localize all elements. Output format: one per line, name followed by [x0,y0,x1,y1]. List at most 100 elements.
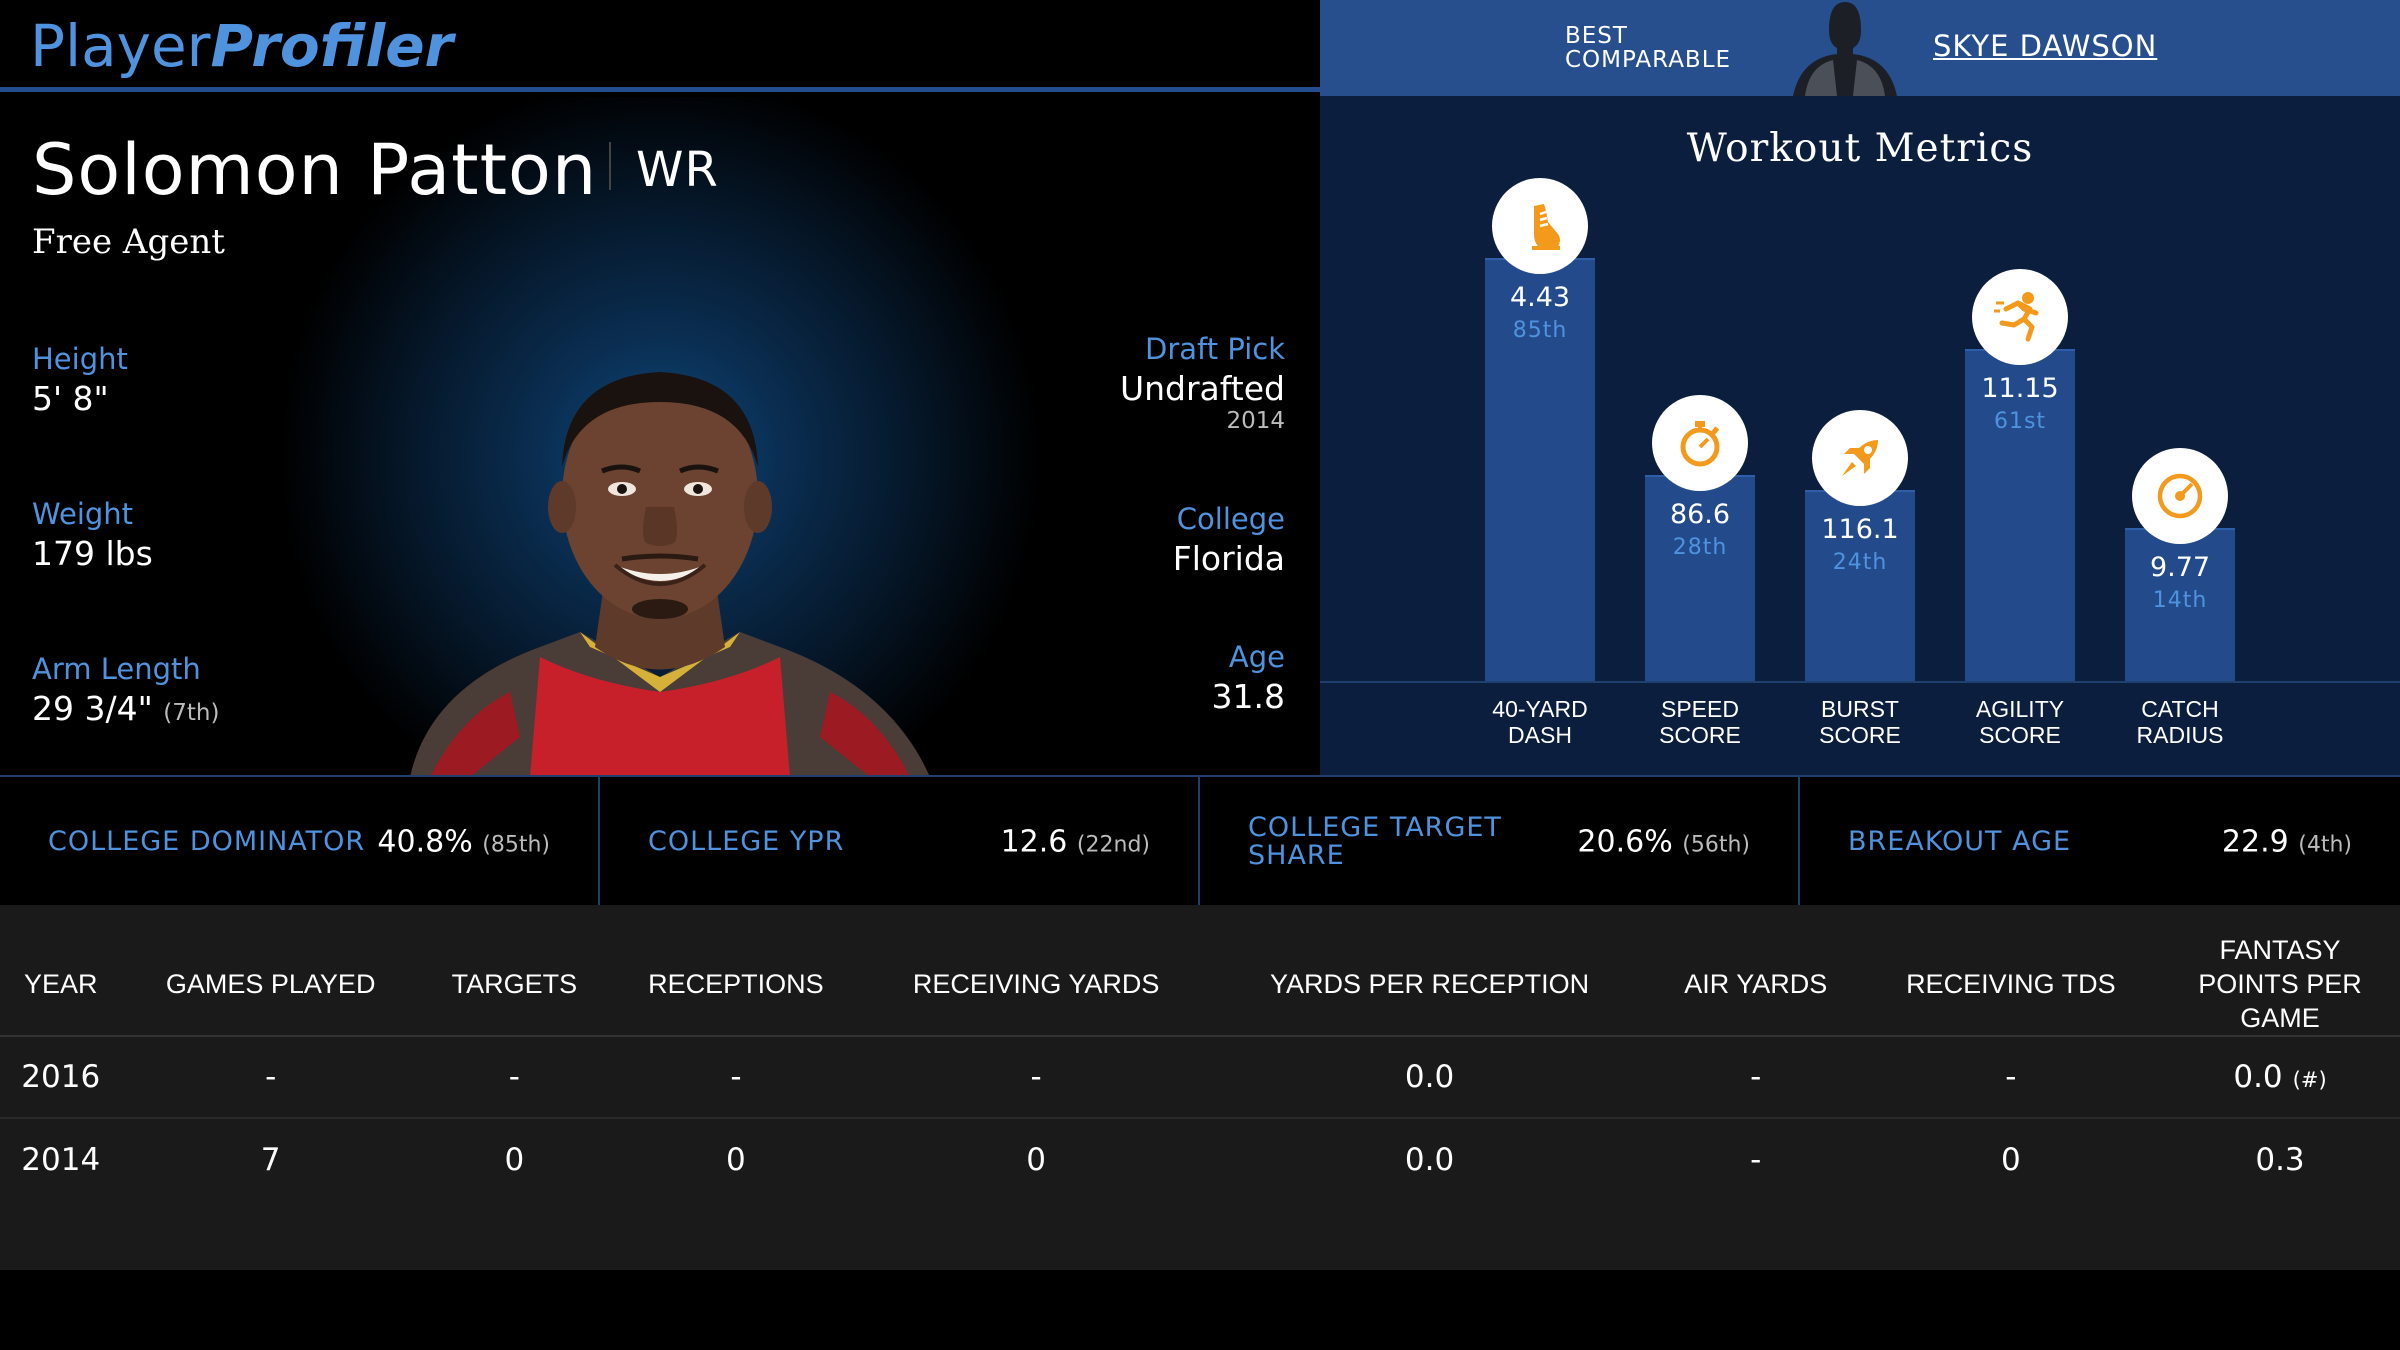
college-target-share-value: 20.6% [1577,824,1673,860]
cell-fantasy-points: 0.0 (#) [2160,1036,2400,1119]
comparable-player-silhouette-icon [1793,2,1897,96]
logo-text-profiler: Profiler [210,12,454,80]
col-header-games-played[interactable]: Games Played [121,933,420,1037]
bar-value-agility-score: 11.15 [1981,373,2059,405]
bar-label-burst-score: BURST SCORE [1819,696,1901,748]
college-ypr-label: COLLEGE YPR [648,826,845,857]
breakout-age-rank: (4th) [2298,832,2352,858]
college-target-share-label: COLLEGE TARGET SHARE [1248,812,1502,871]
best-comparable-link[interactable]: SKYE DAWSON [1933,29,2158,63]
arm-length-label: Arm Length [32,652,201,686]
workout-metrics-title: Workout Metrics [1686,126,2034,171]
draft-pick-label: Draft Pick [1145,332,1285,366]
table-header-row: Year Games Played Targets Receptions Rec… [0,933,2400,1037]
college-target-share-metric: COLLEGE TARGET SHARE 20.6% (56th) [1200,777,1800,907]
bar-speed-score [1645,474,1755,681]
age-label: Age [1228,640,1285,674]
college-target-share-rank: (56th) [1682,832,1750,858]
rocket-icon [1812,409,1908,506]
cell-fantasy-points: 0.3 [2255,1141,2305,1178]
col-header-receiving-yards[interactable]: Receiving Yards [862,933,1210,1037]
cell-yards-per-reception: 0.0 [1404,1141,1455,1178]
bar-label-agility-score: AGILITY SCORE [1975,696,2065,748]
weight-label: Weight [32,497,134,531]
player-team: Free Agent [32,222,225,262]
bar-agility-score [1965,349,2075,681]
cell-year: 2014 [21,1141,101,1178]
weight-stat: Weight 179 lbs [32,497,153,573]
bar-percentile-speed-score: 28th [1672,534,1728,560]
weight-value: 179 lbs [32,534,153,573]
college-ypr-metric: COLLEGE YPR 12.6 (22nd) [600,777,1200,907]
col-header-fantasy-points[interactable]: Fantasy Points Per Game [2160,933,2400,1037]
breakout-age-label: BREAKOUT AGE [1848,826,2072,857]
college-value: Florida [1172,539,1285,578]
cell-receiving-tds: 0 [2000,1141,2021,1178]
table-row: 2014 7 0 0 0 0.0 - 0 0.3 [0,1118,2400,1200]
bar-value-catch-radius: 9.77 [2149,551,2211,583]
draft-pick-stat: Draft Pick Undrafted 2014 [1120,332,1285,434]
cell-yards-per-reception: 0.0 [1209,1036,1650,1119]
table-row: 2016 - - - - 0.0 - - 0.0 (#) [0,1036,2400,1119]
college-dominator-value-wrap: 40.8% (85th) [377,825,550,860]
cell-receptions: - [608,1036,863,1119]
breakout-age-metric: BREAKOUT AGE 22.9 (4th) [1800,777,2400,907]
season-stats-table: Year Games Played Targets Receptions Rec… [0,933,2400,1200]
col-header-air-yards[interactable]: Air Yards [1649,933,1862,1037]
fantasy-points-note-link[interactable]: (#) [2292,1068,2327,1092]
height-label: Height [32,342,128,376]
arm-length-value: 29 3/4" [32,689,153,728]
bar-40-yard-dash [1485,258,1595,681]
workout-metrics-panel: Workout Metrics 4.43 85th 40-YARD DASH 8… [1320,96,2400,775]
bar-label-catch-radius: CATCH RADIUS [2136,696,2224,748]
col-header-yards-per-reception[interactable]: Yards Per Reception [1209,933,1650,1037]
height-value: 5' 8" [32,379,109,418]
chart-baseline [1320,681,2400,683]
bar-percentile-agility-score: 61st [1993,409,2047,435]
cell-air-yards: - [1649,1036,1862,1119]
bar-percentile-catch-radius: 14th [2152,587,2208,613]
bar-percentile-40-yard-dash: 85th [1512,318,1568,343]
bar-label-40-yard-dash: 40-YARD DASH [1492,696,1588,748]
college-dominator-metric: COLLEGE DOMINATOR 40.8% (85th) [0,777,600,907]
col-header-year[interactable]: Year [0,933,122,1037]
breakout-age-value: 22.9 [2221,824,2289,860]
cell-receiving-tds: - [1861,1036,2160,1119]
cell-receiving-yards: - [862,1036,1210,1119]
arm-length-rank: (7th) [163,700,220,726]
height-stat: Height 5' 8" [32,342,128,418]
college-ypr-rank: (22nd) [1076,832,1150,858]
cell-games-played: 7 [260,1141,281,1178]
cell-receiving-yards: 0 [1026,1141,1046,1178]
draft-pick-value: Undrafted [1119,369,1285,408]
logo-text-player: Player [30,12,211,80]
shoe-icon [1492,178,1588,274]
player-name: Solomon Patton [32,129,598,211]
bar-value-speed-score: 86.6 [1669,498,1731,530]
cell-fantasy-points-value: 0.0 [2233,1059,2283,1095]
cell-receptions: 0 [726,1141,746,1178]
college-dominator-rank: (85th) [482,832,550,858]
breakout-age-value-wrap: 22.9 (4th) [2222,825,2352,860]
col-header-receptions[interactable]: Receptions [608,933,863,1037]
college-ypr-value-wrap: 12.6 (22nd) [1001,825,1150,860]
runner-icon [1972,269,2068,366]
draft-year: 2014 [1226,408,1285,434]
cell-games-played: - [121,1036,420,1119]
best-comparable-bar: BEST COMPARABLE SKYE DAWSON [1320,0,2400,96]
bar-value-40-yard-dash: 4.43 [1509,282,1571,313]
player-position: WR [636,142,719,198]
cell-year: 2016 [0,1036,122,1119]
site-logo[interactable]: PlayerProfiler [30,14,453,78]
age-stat: Age 31.8 [1212,640,1285,716]
header-bar: PlayerProfiler [0,0,1320,92]
cell-air-yards: - [1750,1141,1762,1178]
season-stats-section: Year Games Played Targets Receptions Rec… [0,905,2400,1270]
college-metrics-strip: COLLEGE DOMINATOR 40.8% (85th) COLLEGE Y… [0,775,2400,907]
age-value: 31.8 [1211,677,1285,716]
stopwatch-icon [1652,394,1748,491]
col-header-targets[interactable]: Targets [419,933,609,1037]
col-header-receiving-tds[interactable]: Receiving TDs [1861,933,2160,1037]
position-divider [609,142,611,190]
college-label: College [1176,502,1285,536]
